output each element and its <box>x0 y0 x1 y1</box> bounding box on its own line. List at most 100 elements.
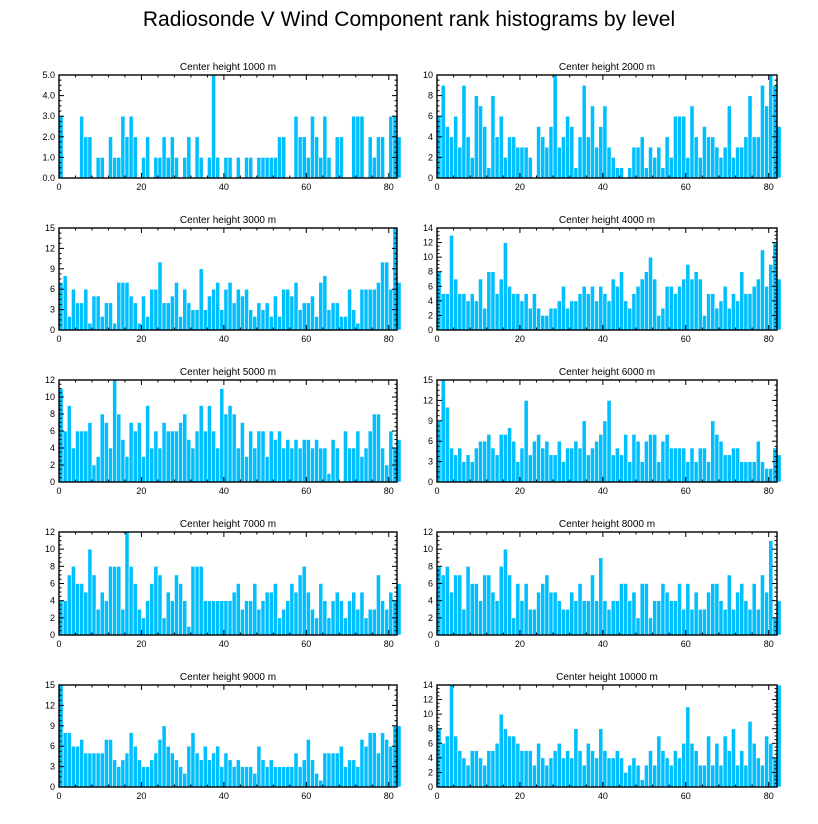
bar <box>635 285 641 331</box>
bar <box>498 278 504 331</box>
bar <box>112 566 118 636</box>
bar <box>248 600 254 636</box>
bar <box>627 764 633 788</box>
bar <box>112 759 118 788</box>
bar <box>359 456 365 483</box>
bar <box>507 735 512 788</box>
bar <box>585 600 591 636</box>
bar <box>498 434 504 483</box>
bar <box>95 157 101 179</box>
bar <box>457 574 463 636</box>
bar <box>652 157 658 179</box>
bar <box>277 316 282 331</box>
bar <box>639 136 645 179</box>
bar <box>681 115 687 179</box>
bar <box>161 617 167 636</box>
bar <box>507 136 512 179</box>
bar <box>231 302 237 331</box>
bar <box>326 473 332 483</box>
bar <box>623 583 629 636</box>
bar <box>731 293 736 331</box>
x-tick-label: 0 <box>434 791 439 801</box>
bar <box>735 146 740 179</box>
bar <box>116 566 122 636</box>
bar <box>474 95 479 179</box>
bar <box>490 750 496 788</box>
bar <box>343 766 348 788</box>
bar <box>494 293 500 331</box>
y-tick-label: 0 <box>50 630 55 640</box>
bar <box>461 85 467 179</box>
bar <box>710 136 716 179</box>
bar <box>363 447 369 483</box>
bar <box>527 750 533 788</box>
bar <box>268 157 274 179</box>
bar <box>120 282 126 331</box>
bar <box>297 447 303 483</box>
bar <box>244 766 249 788</box>
bar <box>511 440 517 483</box>
bar <box>149 288 155 331</box>
bar <box>656 461 662 483</box>
bar <box>631 146 637 179</box>
bar <box>367 288 373 331</box>
x-tick-label: 20 <box>515 182 525 192</box>
bar <box>490 95 496 179</box>
bar <box>91 574 97 636</box>
bar <box>128 295 134 331</box>
bar <box>310 295 315 331</box>
bar <box>444 406 450 483</box>
bar <box>273 157 278 179</box>
bar <box>161 725 167 788</box>
bar <box>207 405 212 483</box>
bar <box>714 583 720 636</box>
bar <box>498 115 504 179</box>
bar <box>478 440 483 483</box>
y-tick-label: 0 <box>50 477 55 487</box>
bar <box>301 566 307 636</box>
bar <box>627 461 633 483</box>
bar <box>384 739 390 788</box>
bar <box>610 157 616 179</box>
bar <box>79 302 85 331</box>
bar <box>511 136 517 179</box>
bar <box>585 136 591 179</box>
bar <box>614 285 620 331</box>
bar <box>614 167 620 179</box>
bar <box>639 583 645 636</box>
bar <box>552 750 558 788</box>
bar <box>527 157 533 179</box>
x-tick-label: 80 <box>764 639 774 649</box>
bar <box>556 146 562 179</box>
bar <box>614 750 620 788</box>
bar <box>544 764 550 788</box>
bar <box>627 307 633 331</box>
bar <box>449 136 454 179</box>
bar <box>108 447 113 483</box>
bar <box>182 600 188 636</box>
y-tick-label: 4 <box>50 443 55 453</box>
bar <box>169 600 175 636</box>
panel-3: Center height 3000 m 0 20 40 60 80 0 3 6 9 12 15 <box>45 215 402 344</box>
bar <box>486 271 492 331</box>
y-tick-label: 10 <box>423 70 433 80</box>
bar <box>469 293 475 331</box>
bar <box>548 307 554 331</box>
bar <box>515 583 521 636</box>
bar <box>285 439 291 483</box>
bar <box>652 278 658 331</box>
bar <box>227 759 233 788</box>
bar <box>174 430 179 483</box>
bar <box>95 608 101 636</box>
bar <box>760 249 765 331</box>
bar <box>223 157 229 179</box>
bar <box>561 136 566 179</box>
bar <box>116 157 122 179</box>
bar <box>444 735 450 788</box>
bar <box>519 600 525 636</box>
bar <box>371 413 377 483</box>
bar <box>310 115 315 179</box>
y-tick-label: 0 <box>50 782 55 792</box>
